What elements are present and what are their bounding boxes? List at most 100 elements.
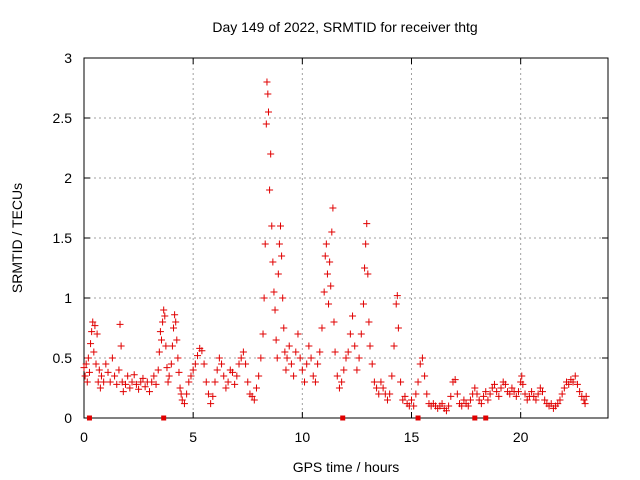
data-point [368, 360, 376, 368]
data-point [370, 378, 378, 386]
data-point [490, 380, 498, 388]
data-point [161, 312, 169, 320]
data-point-zero [161, 415, 167, 421]
data-point [146, 388, 153, 396]
data-point [554, 400, 562, 408]
data-point [88, 328, 96, 336]
data-point [442, 407, 450, 415]
data-point [571, 372, 579, 380]
data-point [271, 306, 279, 314]
data-point [573, 380, 581, 388]
data-point [408, 396, 415, 404]
data-point [410, 402, 418, 410]
data-point [532, 396, 540, 404]
data-point [139, 374, 147, 382]
data-point [283, 354, 291, 362]
data-point [285, 342, 293, 350]
data-point [451, 376, 459, 384]
y-tick-label: 2 [64, 170, 72, 186]
data-point [215, 354, 223, 362]
data-point [303, 360, 311, 368]
data-point [521, 390, 529, 398]
data-point [536, 384, 544, 392]
y-tick-label: 1 [64, 290, 72, 306]
data-point [447, 392, 455, 400]
data-point [394, 324, 402, 332]
data-point [269, 258, 277, 266]
data-point [93, 330, 101, 338]
data-point [194, 352, 202, 360]
data-point [268, 222, 276, 230]
data-point [261, 240, 269, 248]
data-point [277, 222, 284, 230]
data-point [320, 288, 328, 296]
data-point [508, 384, 516, 392]
data-point [213, 366, 221, 374]
data-point [335, 384, 343, 392]
data-point [148, 378, 156, 386]
data-point [104, 368, 112, 376]
data-point [100, 378, 108, 386]
data-point [307, 354, 315, 362]
data-point [314, 360, 322, 368]
x-axis: 0 5 10 15 20 [80, 58, 529, 445]
data-point [155, 348, 163, 356]
data-point [83, 378, 91, 386]
data-point [272, 336, 280, 344]
data-point [158, 336, 166, 344]
data-point [530, 392, 538, 400]
data-point [159, 318, 167, 326]
data-point [375, 390, 383, 398]
data-point [351, 342, 359, 350]
data-point [365, 318, 373, 326]
data-point [116, 320, 124, 328]
data-point [301, 378, 309, 386]
data-point [168, 342, 176, 350]
data-point [263, 78, 271, 86]
data-point [296, 354, 304, 362]
data-point [486, 390, 494, 398]
data-point [362, 240, 370, 248]
data-point [183, 390, 191, 398]
data-point [344, 348, 352, 356]
data-point [377, 378, 385, 386]
data-point [340, 366, 348, 374]
data-point [506, 390, 514, 398]
data-point-zero [340, 415, 346, 421]
data-point [416, 360, 424, 368]
data-point-zero [483, 415, 489, 421]
data-point [287, 360, 295, 368]
data-point [390, 342, 398, 350]
data-point [556, 396, 564, 404]
data-point [518, 372, 526, 380]
data-point [178, 396, 186, 404]
data-point [331, 348, 339, 356]
data-point [90, 348, 98, 356]
y-tick-label: 2.5 [53, 110, 73, 126]
data-point [547, 400, 555, 408]
data-point [401, 392, 409, 400]
data-point [534, 390, 542, 398]
data-point [189, 366, 197, 374]
data-point [460, 396, 468, 404]
data-point [220, 372, 228, 380]
data-point [379, 384, 387, 392]
data-point [346, 330, 354, 338]
data-point [264, 108, 272, 116]
y-axis: 0 0.5 1 1.5 2 2.5 3 [53, 50, 608, 426]
data-point [108, 354, 116, 362]
data-point [170, 324, 178, 332]
data-point [497, 384, 505, 392]
data-point [475, 396, 483, 404]
data-point [174, 354, 182, 362]
data-point [81, 372, 89, 380]
data-point [328, 228, 336, 236]
data-point [162, 342, 170, 350]
data-point [113, 380, 121, 388]
y-tick-label: 1.5 [53, 230, 73, 246]
data-point [482, 388, 490, 396]
data-point [87, 340, 95, 348]
data-point [473, 390, 481, 398]
data-point [233, 372, 241, 380]
